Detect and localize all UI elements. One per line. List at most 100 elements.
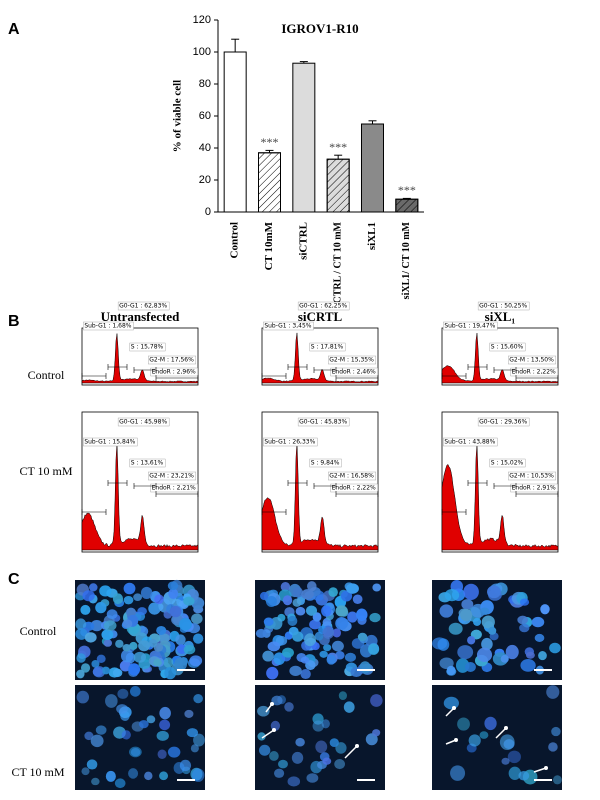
nucleus (323, 644, 332, 652)
nucleus (301, 589, 314, 600)
nucleus (274, 768, 285, 778)
nucleus (119, 660, 131, 672)
nucleus (266, 666, 279, 680)
nucleus (291, 751, 304, 764)
arrow-head (452, 706, 456, 710)
arrow-head (355, 744, 359, 748)
nucleus (305, 605, 318, 616)
bar (361, 123, 384, 213)
nucleus (116, 704, 128, 714)
nucleus (472, 617, 482, 626)
gate-label-box (443, 437, 498, 447)
nuclei (76, 686, 205, 789)
nucleus (321, 605, 332, 617)
nucleus (296, 652, 307, 662)
nucleus (158, 633, 170, 643)
significance: *** (398, 183, 416, 197)
gate-label: G2-M : 13,50% (509, 357, 554, 364)
nucleus (129, 746, 142, 758)
histogram (261, 442, 379, 551)
nucleus (551, 726, 561, 737)
gate-label: S : 15,02% (491, 460, 524, 467)
y-tick-label: 40 (199, 142, 211, 154)
nucleus (549, 642, 561, 654)
histogram (441, 443, 559, 551)
gate-label: Sub-G1 : 19,47% (444, 323, 495, 330)
gate-label-box (263, 437, 318, 447)
nucleus (282, 647, 294, 658)
gate-label: EndoR : 2,91% (512, 485, 556, 492)
row-label: Control (28, 368, 65, 382)
arrow (344, 745, 358, 759)
nucleus (191, 613, 203, 625)
nucleus (186, 728, 199, 738)
nuclei (432, 579, 561, 676)
nucleus (331, 640, 344, 652)
gate-label-box (148, 355, 197, 365)
gate-label-box (508, 471, 557, 481)
nucleus (334, 758, 346, 770)
nucleus (255, 628, 267, 638)
nucleus (307, 581, 317, 592)
gate-label-box (443, 321, 498, 331)
nucleus (183, 644, 196, 655)
nucleus (328, 587, 338, 597)
chart-title: IGROV1-R10 (281, 21, 358, 36)
nucleus (178, 617, 192, 631)
gate-label-box (477, 417, 530, 427)
nucleus (263, 617, 274, 626)
panel-label: B (8, 313, 20, 330)
gate-label: G2-M : 16,58% (329, 473, 374, 480)
y-axis-label: % of viable cell (172, 80, 184, 152)
gate-label-box (309, 458, 342, 468)
nucleus (461, 599, 474, 610)
nucleus (540, 604, 550, 615)
nucleus (133, 593, 143, 602)
row-label: CT 10 mM (11, 765, 64, 779)
nucleus (164, 666, 177, 680)
nucleus (507, 750, 521, 764)
nucleus (525, 651, 535, 659)
nucleus (120, 649, 134, 663)
gate-label: G0-G1 : 62,83% (119, 303, 167, 310)
nucleus (82, 590, 95, 602)
nucleus (156, 625, 167, 636)
nucleus (99, 585, 112, 597)
y-tick-label: 100 (193, 46, 211, 58)
nucleus (508, 766, 522, 781)
gate-label-box (150, 483, 198, 493)
gate-label-box (508, 355, 557, 365)
gate-label-box (489, 458, 526, 468)
nucleus (444, 588, 460, 602)
nucleus (183, 596, 195, 606)
row-label: CT 10 mM (19, 464, 72, 478)
nucleus (122, 644, 131, 652)
gate-label: EndoR : 2,21% (152, 485, 196, 492)
nucleus (86, 759, 98, 770)
nucleus (174, 657, 188, 671)
nucleus (138, 640, 150, 652)
nucleus (309, 619, 321, 630)
nucleus (191, 768, 205, 782)
nucleus (484, 716, 497, 731)
nucleus (517, 615, 529, 625)
nucleus (103, 620, 117, 631)
nucleus (467, 636, 476, 645)
gate-label: G2-M : 23,21% (149, 473, 194, 480)
nucleus (479, 731, 489, 739)
y-tick-label: 80 (199, 78, 211, 90)
gate-label-box (309, 342, 346, 352)
nucleus (287, 776, 301, 787)
nucleus (335, 616, 348, 630)
nucleus (159, 771, 169, 781)
x-tick-label: siXL1/ CT 10 mM (401, 221, 412, 299)
nuclei (443, 685, 562, 785)
nucleus (92, 667, 103, 677)
nucleus (123, 582, 136, 595)
x-tick-label: Control (229, 222, 241, 258)
nucleus (344, 652, 356, 662)
nucleus (368, 643, 380, 655)
panel-label: A (8, 21, 20, 38)
gate-label: S : 15,78% (131, 344, 164, 351)
column-title: siXL₁ (485, 309, 516, 324)
